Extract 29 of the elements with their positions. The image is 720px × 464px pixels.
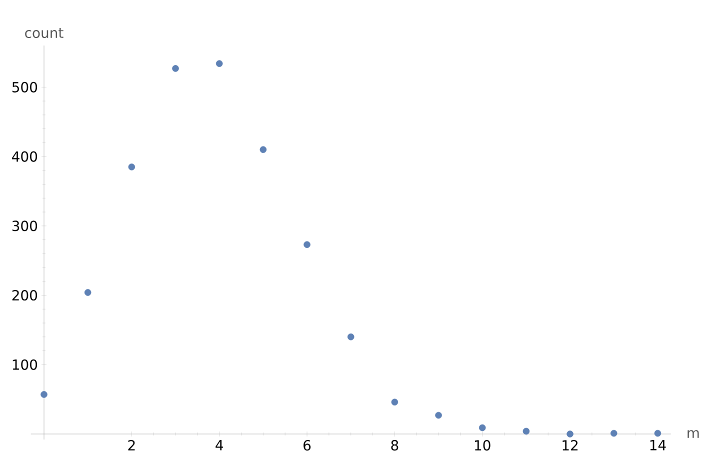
x-axis-title: m bbox=[688, 430, 699, 438]
x-tick-label: 4 bbox=[216, 440, 223, 450]
y-tick-label: 200 bbox=[12, 290, 38, 301]
point bbox=[566, 430, 574, 438]
point bbox=[610, 430, 618, 437]
point bbox=[347, 333, 354, 340]
point bbox=[522, 428, 530, 435]
x-tick-label: 6 bbox=[304, 440, 311, 451]
x-tick-label: 12 bbox=[562, 440, 578, 450]
point bbox=[260, 146, 267, 153]
point bbox=[654, 430, 662, 437]
point bbox=[40, 391, 48, 398]
y-axis-title: count bbox=[25, 28, 64, 38]
point bbox=[435, 412, 442, 419]
point bbox=[304, 241, 310, 248]
point bbox=[84, 289, 92, 296]
point bbox=[391, 398, 398, 406]
x-tick-label: 2 bbox=[128, 440, 135, 450]
point bbox=[216, 60, 223, 67]
y-tick-label: 400 bbox=[12, 151, 38, 162]
x-tick-label: 8 bbox=[391, 440, 398, 451]
y-tick-label: 500 bbox=[12, 82, 38, 92]
point bbox=[128, 164, 136, 170]
x-tick-label: 10 bbox=[475, 440, 490, 451]
x-tick-label: 14 bbox=[650, 440, 666, 450]
point bbox=[172, 65, 179, 72]
y-tick-label: 300 bbox=[12, 220, 38, 232]
y-tick-label: 100 bbox=[12, 359, 38, 370]
point bbox=[478, 424, 486, 432]
